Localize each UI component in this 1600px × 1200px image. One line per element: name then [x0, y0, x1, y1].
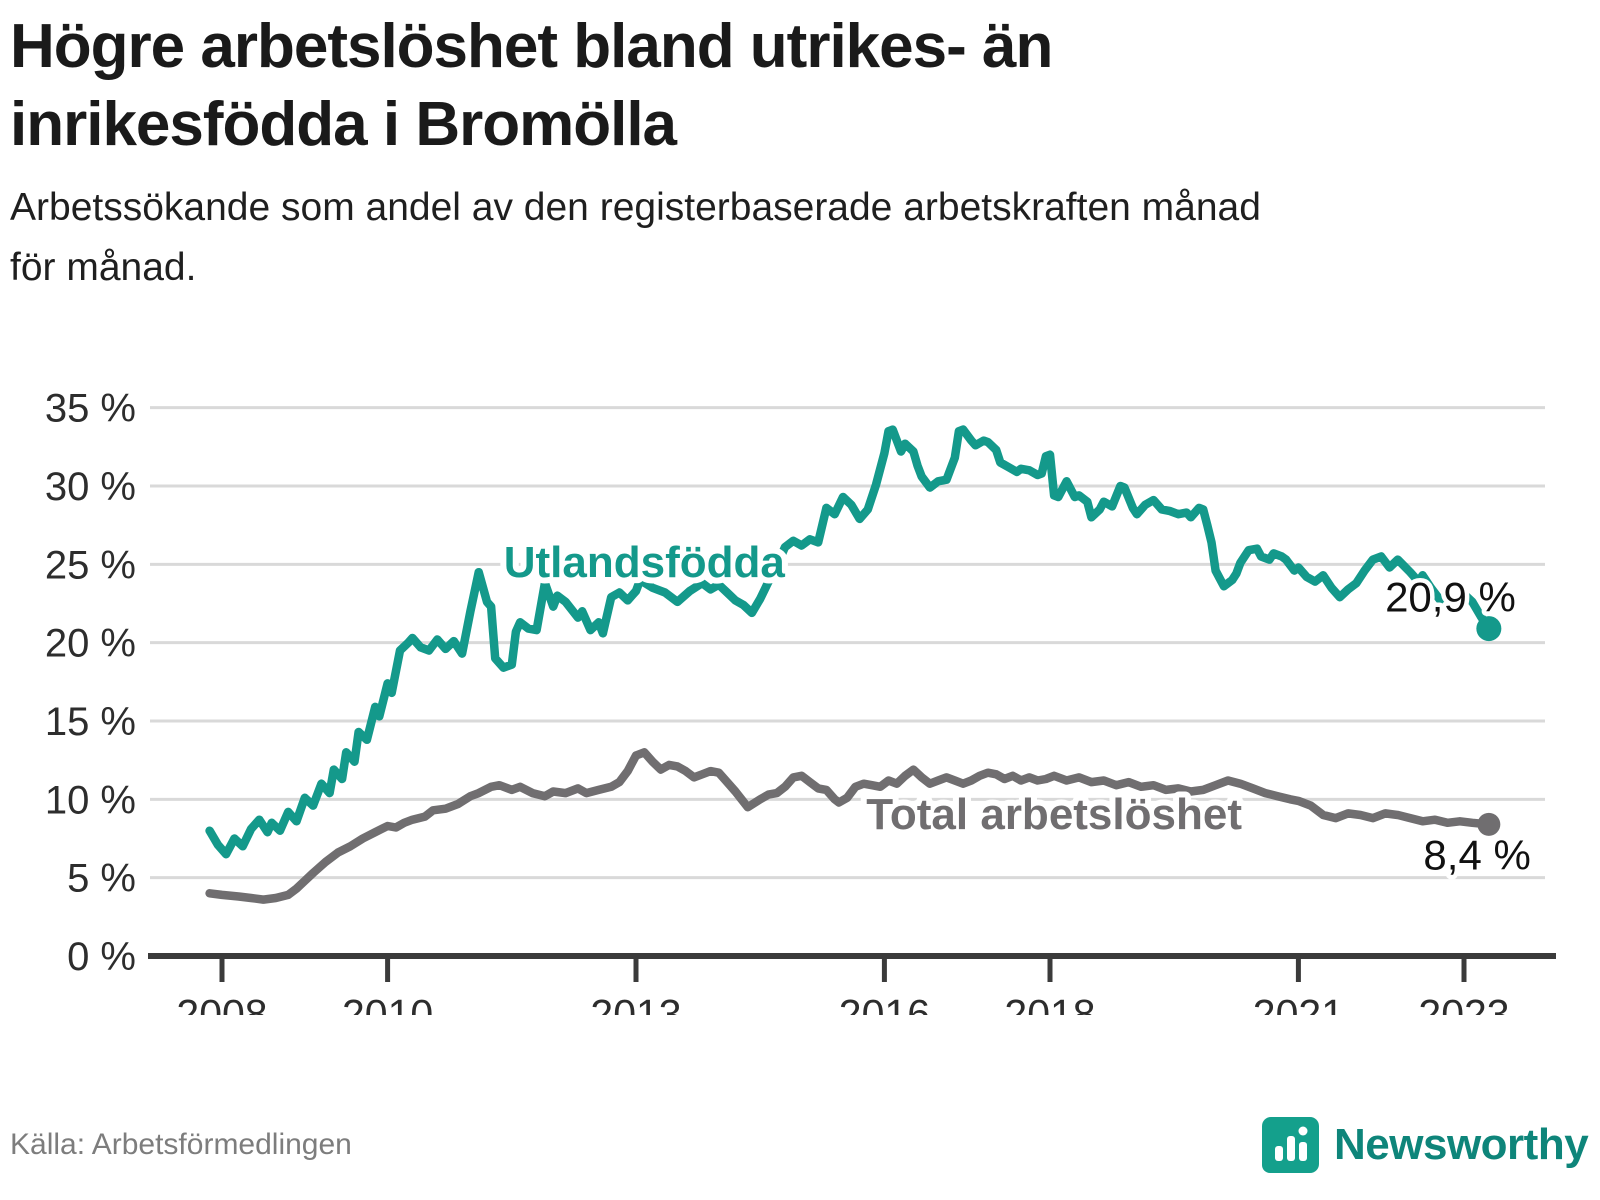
series-label-utlandsfodda: Utlandsfödda — [504, 538, 786, 587]
end-label-utlandsfodda: 20,9 % — [1385, 574, 1516, 621]
source-note: Källa: Arbetsförmedlingen — [10, 1128, 352, 1161]
end-dot-total — [1477, 812, 1501, 836]
y-tick-label-20: 20 % — [45, 622, 136, 666]
y-tick-label-15: 15 % — [45, 700, 136, 744]
x-tick-label-2018: 2018 — [1004, 991, 1095, 1015]
y-tick-label-10: 10 % — [45, 778, 136, 822]
chart-title: Högre arbetslöshet bland utrikes- än inr… — [10, 8, 1053, 164]
newsworthy-logo-icon — [1262, 1117, 1319, 1173]
y-tick-label-5: 5 % — [67, 857, 136, 901]
end-dot-utlandsfodda — [1476, 616, 1502, 642]
title-line-1: Högre arbetslöshet bland utrikes- än — [10, 12, 1053, 81]
chart-subtitle: Arbetssökande som andel av den registerb… — [10, 178, 1261, 298]
end-label-total: 8,4 % — [1423, 831, 1530, 878]
x-tick-label-2008: 2008 — [176, 991, 267, 1015]
x-tick-label-2010: 2010 — [342, 991, 433, 1015]
line-chart: 0 % 5 % 10 % 15 % 20 % 25 % 30 % 35 % 2008 2010 20… — [0, 350, 1600, 1037]
newsworthy-logo: Newsworthy — [1262, 1116, 1589, 1174]
x-tick-label-2016: 2016 — [839, 991, 930, 1015]
subtitle-line-1: Arbetssökande som andel av den registerb… — [10, 186, 1261, 229]
y-tick-label-25: 25 % — [45, 543, 136, 587]
chart-svg: 0 % 5 % 10 % 15 % 20 % 25 % 30 % 35 % 2008 2010 20… — [45, 387, 1556, 1037]
y-tick-label-30: 30 % — [45, 465, 136, 509]
x-tick-label-2023: 2023 — [1418, 991, 1509, 1015]
title-line-2: inrikesfödda i Bromölla — [10, 90, 677, 159]
series-label-total: Total arbetslöshet — [866, 790, 1242, 839]
newsworthy-logo-text: Newsworthy — [1334, 1120, 1589, 1169]
series-line-total — [205, 748, 1494, 904]
series-line-utlandsfodda — [205, 425, 1494, 859]
x-tick-label-2021: 2021 — [1253, 991, 1344, 1015]
x-tick-label-2013: 2013 — [590, 991, 681, 1015]
y-tick-label-35: 35 % — [45, 387, 136, 431]
y-tick-label-0: 0 % — [67, 935, 136, 979]
subtitle-line-2: för månad. — [10, 246, 197, 289]
